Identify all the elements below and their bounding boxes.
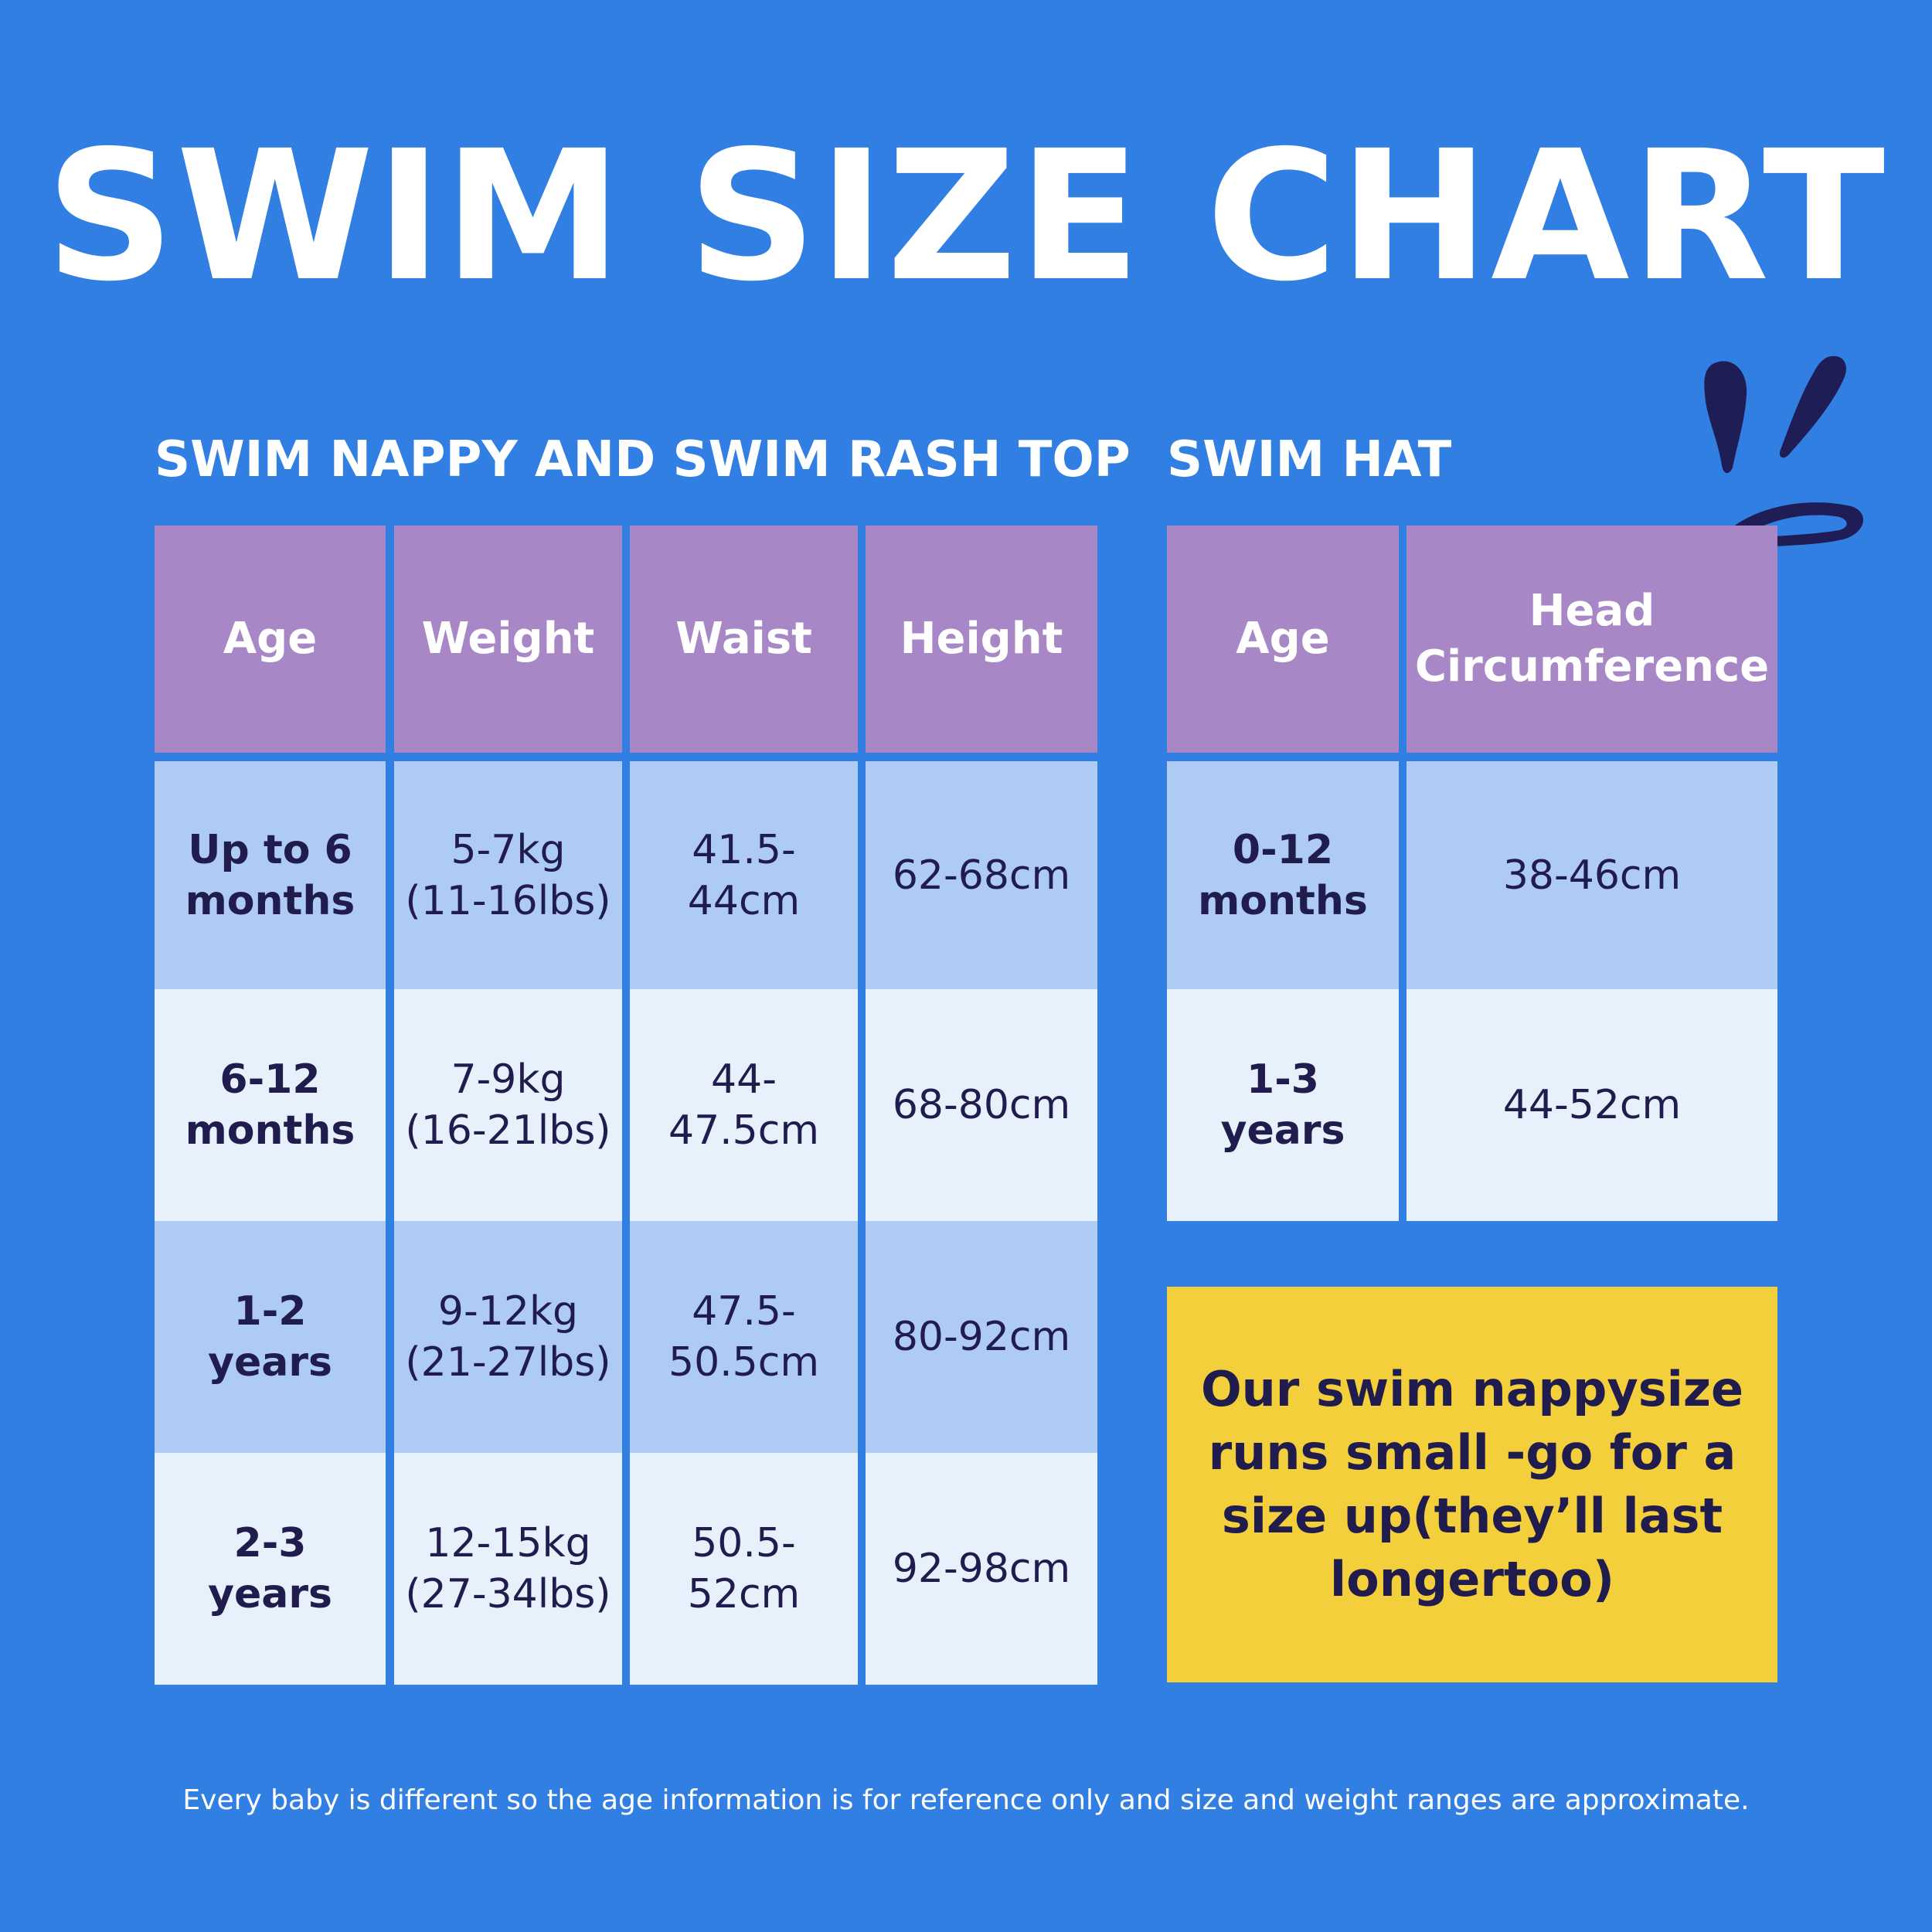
cell-text-line: 0-12 [1232, 826, 1334, 873]
table-cell-weight: 5-7kg (11-16lbs) [394, 761, 622, 989]
cell-text-line: 52cm [687, 1571, 801, 1617]
hat-table-title: SWIM HAT [1167, 431, 1452, 488]
page-title: SWIM SIZE CHART [45, 112, 1887, 321]
header-cell-height: Height [866, 526, 1097, 753]
cell-text-line: 9-12kg [437, 1288, 579, 1335]
table-cell-age: 6-12 months [155, 989, 386, 1221]
cell-text-line: 44- [711, 1056, 777, 1103]
cell-text-line: 1-3 [1247, 1056, 1319, 1103]
header-cell-head-circumference: Head Circumference [1406, 526, 1777, 753]
table-cell-waist: 47.5- 50.5cm [630, 1221, 858, 1453]
table-cell-waist: 50.5- 52cm [630, 1453, 858, 1685]
cell-text-line: 1-2 [233, 1288, 307, 1335]
cell-text-line: too) [1503, 1551, 1615, 1607]
cell-text-line: Circumference [1414, 641, 1770, 692]
cell-text-line: 12-15kg [425, 1520, 591, 1566]
cell-text-line: Head [1529, 586, 1655, 636]
footer-disclaimer: Every baby is different so the age infor… [182, 1784, 1750, 1816]
header-cell-waist: Waist [630, 526, 858, 753]
cell-text-line: Our swim nappy [1200, 1361, 1638, 1417]
table-cell-height: 80-92cm [866, 1221, 1097, 1453]
cell-text-line: (27-34lbs) [405, 1571, 611, 1617]
table-cell-age: 1-3 years [1167, 989, 1399, 1221]
cell-text-line: 92-98cm [892, 1546, 1071, 1592]
cell-text-line: 47.5- [692, 1288, 796, 1335]
table-cell-height: 62-68cm [866, 761, 1097, 989]
cell-text-line: 5-7kg [451, 826, 566, 873]
cell-text-line: 47.5cm [668, 1107, 820, 1154]
cell-text-line: 7-9kg [451, 1056, 566, 1103]
cell-text-line: Up to 6 [188, 826, 352, 873]
cell-text-line: (21-27lbs) [405, 1339, 611, 1386]
header-cell-age: Age [1167, 526, 1399, 753]
cell-text-line: 6-12 [219, 1056, 321, 1103]
cell-text-line: Waist [675, 614, 812, 664]
cell-text-line: 41.5- [692, 826, 796, 873]
cell-text-line: years [208, 1339, 332, 1386]
sizing-note: Our swim nappysize runs small -go for a … [1167, 1287, 1777, 1682]
cell-text-line: Age [1236, 614, 1330, 664]
table-cell-age: Up to 6 months [155, 761, 386, 989]
table-cell-height: 92-98cm [866, 1453, 1097, 1685]
cell-text-line: 50.5- [692, 1520, 796, 1566]
table-cell-weight: 12-15kg (27-34lbs) [394, 1453, 622, 1685]
cell-text-line: Weight [421, 614, 595, 664]
table-cell-height: 68-80cm [866, 989, 1097, 1221]
cell-text-line: 2-3 [233, 1520, 307, 1566]
cell-text-line: (11-16lbs) [405, 877, 611, 924]
table-cell-age: 1-2 years [155, 1221, 386, 1453]
table-cell-weight: 9-12kg (21-27lbs) [394, 1221, 622, 1453]
table-cell-weight: 7-9kg (16-21lbs) [394, 989, 622, 1221]
cell-text-line: 68-80cm [892, 1082, 1071, 1128]
table-cell-waist: 41.5- 44cm [630, 761, 858, 989]
header-cell-age: Age [155, 526, 386, 753]
cell-text-line: 44-52cm [1502, 1082, 1682, 1128]
header-cell-weight: Weight [394, 526, 622, 753]
cell-text-line: 50.5cm [668, 1339, 820, 1386]
splash-icon [1704, 355, 1864, 551]
cell-text-line: 44cm [687, 877, 801, 924]
nappy-table-title: SWIM NAPPY AND SWIM RASH TOP [155, 431, 1131, 488]
table-cell-waist: 44- 47.5cm [630, 989, 858, 1221]
table-cell-age: 2-3 years [155, 1453, 386, 1685]
cell-text-line: years [1220, 1107, 1345, 1154]
cell-text-line: Height [900, 614, 1063, 664]
cell-text-line: go for a size up [1221, 1424, 1736, 1544]
cell-text-line: months [1198, 877, 1368, 924]
table-cell-age: 0-12 months [1167, 761, 1399, 989]
cell-text-line: Age [223, 614, 318, 664]
cell-text-line: (they’ll last longer [1329, 1488, 1723, 1607]
table-cell-head: 38-46cm [1406, 761, 1777, 989]
cell-text-line: 38-46cm [1502, 852, 1682, 899]
cell-text-line: 62-68cm [892, 852, 1071, 899]
cell-text-line: years [208, 1571, 332, 1617]
cell-text-line: months [185, 877, 355, 924]
cell-text-line: (16-21lbs) [405, 1107, 611, 1154]
cell-text-line: size runs small - [1208, 1361, 1744, 1481]
cell-text-line: 80-92cm [892, 1314, 1071, 1360]
cell-text-line: months [185, 1107, 355, 1154]
table-cell-head: 44-52cm [1406, 989, 1777, 1221]
